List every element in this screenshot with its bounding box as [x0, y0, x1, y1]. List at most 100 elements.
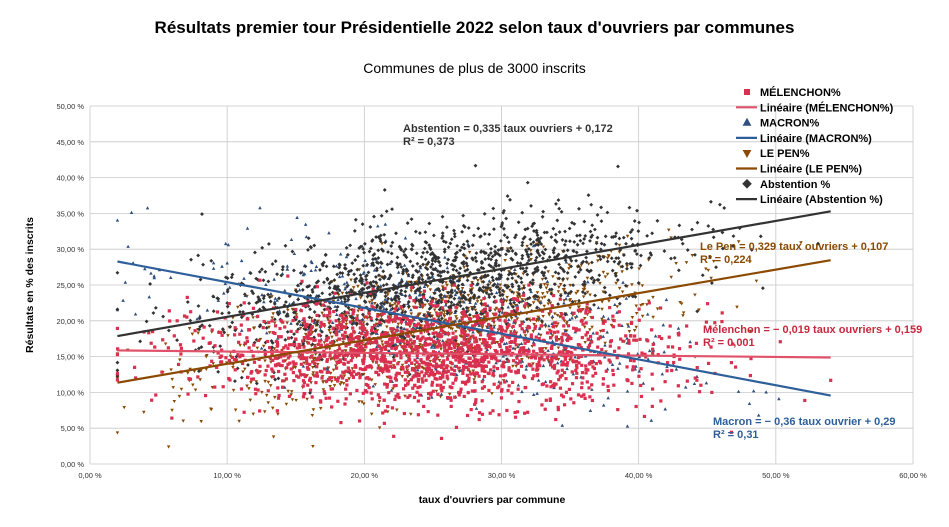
data-point: [233, 379, 237, 384]
data-point: [414, 295, 419, 299]
data-point: [227, 310, 231, 315]
data-point: [441, 371, 445, 375]
data-point: [490, 275, 495, 280]
data-point: [357, 371, 361, 376]
data-point: [637, 374, 641, 378]
data-point: [582, 325, 587, 329]
data-point: [305, 359, 309, 363]
data-point: [371, 360, 375, 364]
data-point: [409, 280, 414, 285]
data-point: [630, 283, 634, 287]
data-point: [336, 376, 341, 380]
data-point: [445, 374, 449, 378]
data-point: [382, 345, 387, 349]
data-point: [420, 344, 425, 348]
data-point: [605, 256, 610, 260]
data-point: [227, 358, 232, 363]
data-point: [390, 303, 395, 308]
data-point: [535, 391, 539, 395]
data-point: [259, 346, 264, 350]
data-point: [370, 325, 374, 330]
trend-line: [117, 349, 831, 359]
data-point: [344, 284, 349, 289]
data-point: [557, 276, 562, 281]
data-point: [313, 338, 317, 342]
data-point: [413, 289, 418, 294]
data-point: [417, 322, 421, 326]
data-point: [425, 262, 430, 266]
data-point: [468, 300, 472, 305]
data-point: [577, 206, 581, 211]
data-point: [416, 413, 420, 417]
data-point: [487, 295, 492, 300]
data-point: [470, 324, 475, 328]
data-point: [403, 349, 407, 354]
data-point: [168, 319, 172, 323]
data-point: [514, 280, 519, 285]
data-point: [245, 336, 249, 340]
data-point: [445, 376, 449, 380]
data-point: [291, 268, 296, 273]
data-point: [466, 344, 470, 348]
legend-label: Abstention %: [760, 179, 830, 191]
data-point: [344, 303, 348, 308]
data-point: [628, 261, 633, 266]
data-point: [387, 276, 392, 281]
data-point: [363, 389, 368, 393]
data-point: [391, 335, 395, 339]
data-point: [438, 270, 442, 274]
data-point: [378, 237, 383, 241]
data-point: [425, 250, 430, 255]
data-point: [475, 358, 479, 362]
data-point: [611, 235, 616, 239]
data-point: [350, 261, 355, 266]
data-point: [473, 389, 477, 393]
data-point: [391, 327, 395, 331]
data-point: [558, 293, 563, 298]
data-point: [289, 237, 294, 242]
data-point: [415, 360, 419, 364]
data-point: [354, 322, 359, 327]
data-point: [395, 286, 400, 291]
data-point: [527, 349, 531, 353]
data-point: [625, 266, 629, 271]
data-point: [528, 249, 533, 253]
data-point: [548, 301, 553, 305]
data-point: [634, 404, 638, 409]
data-point: [267, 295, 272, 299]
data-point: [297, 342, 301, 347]
data-point: [473, 308, 478, 312]
data-point: [481, 285, 486, 290]
data-point: [448, 338, 452, 342]
data-point: [594, 241, 599, 246]
data-point: [349, 278, 353, 282]
data-point: [499, 396, 504, 400]
data-point: [389, 379, 393, 383]
data-point: [590, 387, 594, 391]
data-point: [219, 348, 224, 352]
data-point: [346, 305, 351, 310]
data-point: [489, 264, 494, 269]
data-point: [252, 340, 257, 345]
data-point: [693, 376, 697, 380]
data-point: [251, 316, 255, 320]
data-point: [688, 340, 692, 344]
data-point: [257, 269, 262, 274]
data-point: [292, 315, 297, 320]
data-point: [466, 293, 471, 298]
data-point: [464, 322, 468, 326]
data-point: [593, 293, 598, 298]
data-point: [347, 338, 352, 342]
data-point: [418, 385, 422, 389]
data-point: [560, 312, 564, 316]
data-point: [651, 315, 655, 319]
data-point: [361, 391, 365, 395]
data-point: [427, 337, 431, 341]
data-point: [295, 283, 300, 288]
legend-marker: [744, 89, 750, 95]
data-point: [473, 365, 478, 369]
data-point: [472, 304, 477, 309]
data-point: [390, 406, 395, 410]
data-point: [541, 363, 546, 368]
data-point: [417, 288, 421, 292]
